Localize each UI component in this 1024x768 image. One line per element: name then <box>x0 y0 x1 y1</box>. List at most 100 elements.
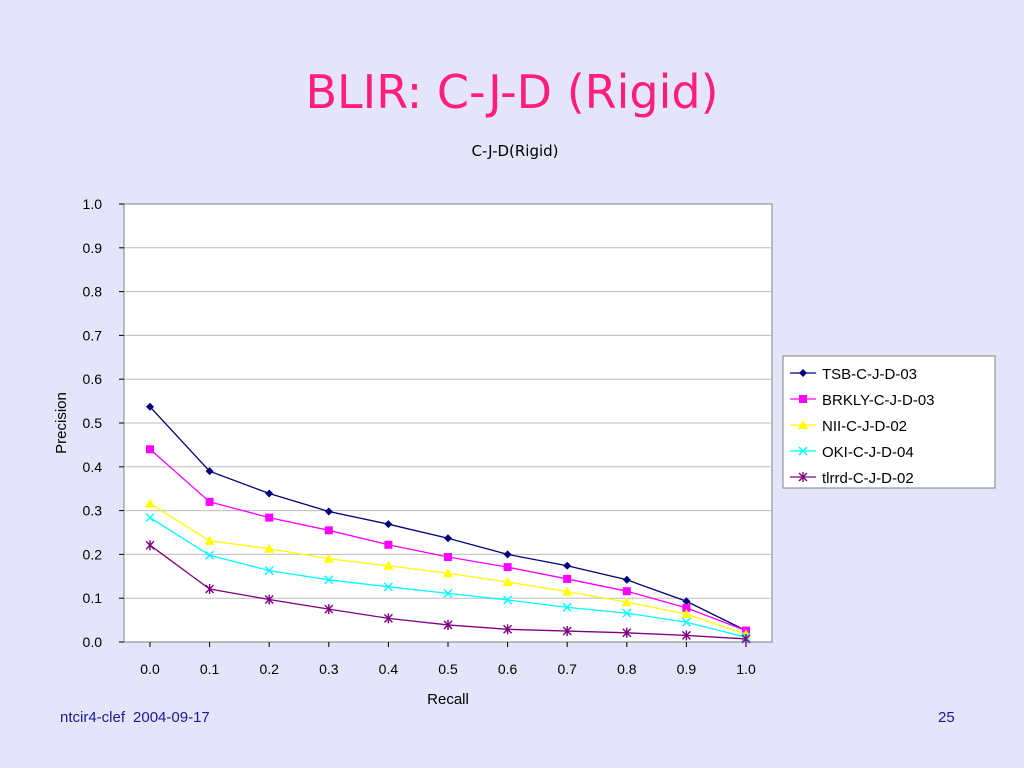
x-axis-label: Recall <box>427 691 469 708</box>
x-tick-label: 0.0 <box>140 661 160 677</box>
legend-item: BRKLY-C-J-D-03 <box>790 392 935 409</box>
data-point <box>622 627 632 638</box>
legend-marker <box>799 395 807 403</box>
legend-label: OKI-C-J-D-04 <box>822 444 914 461</box>
data-point <box>562 586 573 596</box>
legend-box <box>782 355 996 489</box>
legend-marker <box>798 472 808 482</box>
data-point <box>146 445 154 454</box>
y-tick-label: 0.0 <box>83 634 103 650</box>
y-tick-label: 0.1 <box>83 590 103 606</box>
data-point <box>621 597 632 607</box>
data-point <box>562 626 572 637</box>
data-point <box>443 588 453 598</box>
y-tick-label: 0.2 <box>83 546 103 562</box>
slide-title: BLIR: C-J-D (Rigid) <box>305 65 719 119</box>
data-point <box>681 630 691 641</box>
data-point <box>383 582 393 592</box>
data-point <box>264 566 274 576</box>
x-tick-label: 0.9 <box>677 661 697 677</box>
x-tick-label: 0.6 <box>498 661 518 677</box>
legend-item: OKI-C-J-D-04 <box>790 444 914 461</box>
data-point <box>444 553 452 562</box>
data-point <box>265 489 274 498</box>
legend-label: tlrrd-C-J-D-02 <box>822 470 914 487</box>
footer: ntcir4-clef 2004-09-17 <box>60 709 210 726</box>
series-3 <box>145 498 751 639</box>
data-point <box>503 595 513 605</box>
data-point <box>383 560 394 570</box>
x-tick-label: 0.5 <box>438 661 458 677</box>
y-tick-label: 0.4 <box>83 459 103 475</box>
data-point <box>323 553 334 563</box>
data-point <box>145 513 155 523</box>
data-point <box>622 587 631 596</box>
footer-date: 2004-09-17 <box>133 709 210 726</box>
x-tick-label: 0.1 <box>200 661 220 677</box>
data-point <box>265 513 274 522</box>
data-point <box>383 613 393 624</box>
x-tick-label: 1.0 <box>736 661 756 677</box>
data-point <box>443 619 453 630</box>
legend-marker <box>799 369 807 377</box>
series-4 <box>145 513 751 642</box>
y-axis-label: Precision <box>53 392 70 454</box>
data-point <box>444 534 452 543</box>
data-point <box>563 561 572 570</box>
x-tick-label: 0.4 <box>379 661 399 677</box>
data-point <box>264 543 275 553</box>
data-point <box>205 497 214 506</box>
data-point <box>145 498 155 508</box>
data-point <box>622 608 632 618</box>
y-tick-label: 0.9 <box>83 240 103 256</box>
data-point <box>324 575 334 585</box>
legend-marker <box>798 420 808 429</box>
data-point <box>324 507 333 516</box>
data-point <box>205 584 215 595</box>
series-1 <box>146 402 750 635</box>
legend-marker <box>798 446 808 456</box>
data-point <box>264 594 274 605</box>
chart-title: C-J-D(Rigid) <box>471 142 559 160</box>
data-point <box>503 563 512 572</box>
x-tick-label: 0.2 <box>259 661 279 677</box>
data-point <box>205 467 214 476</box>
legend-label: BRKLY-C-J-D-03 <box>822 392 935 409</box>
data-point <box>741 633 751 644</box>
data-point <box>324 604 334 615</box>
legend-item: tlrrd-C-J-D-02 <box>790 470 914 487</box>
legend-item: TSB-C-J-D-03 <box>790 366 917 383</box>
legend-label: TSB-C-J-D-03 <box>822 366 917 383</box>
data-point <box>502 576 513 586</box>
data-point <box>681 617 691 627</box>
page-number: 25 <box>938 709 955 726</box>
x-tick-label: 0.7 <box>557 661 577 677</box>
x-tick-label: 0.8 <box>617 661 637 677</box>
y-tick-label: 0.5 <box>83 415 103 431</box>
y-tick-label: 0.7 <box>83 327 103 343</box>
data-point <box>146 402 154 411</box>
data-point <box>563 574 572 583</box>
legend-label: NII-C-J-D-02 <box>822 418 907 435</box>
data-point <box>145 540 155 551</box>
footer-source: ntcir4-clef <box>60 709 126 726</box>
series-5 <box>145 540 751 644</box>
data-point <box>204 535 215 545</box>
y-tick-label: 0.6 <box>83 371 103 387</box>
data-point <box>681 608 692 618</box>
data-point <box>682 603 691 612</box>
data-point <box>562 602 572 612</box>
y-tick-label: 0.8 <box>83 284 103 300</box>
data-point <box>682 597 691 606</box>
data-point <box>443 568 453 578</box>
data-point <box>384 520 393 529</box>
y-tick-label: 1.0 <box>83 196 103 212</box>
legend-item: NII-C-J-D-02 <box>790 418 907 435</box>
data-point <box>205 550 215 560</box>
data-point <box>384 540 393 549</box>
x-tick-label: 0.3 <box>319 661 339 677</box>
y-tick-label: 0.3 <box>83 503 103 519</box>
data-point <box>503 550 512 559</box>
data-point <box>622 575 631 584</box>
